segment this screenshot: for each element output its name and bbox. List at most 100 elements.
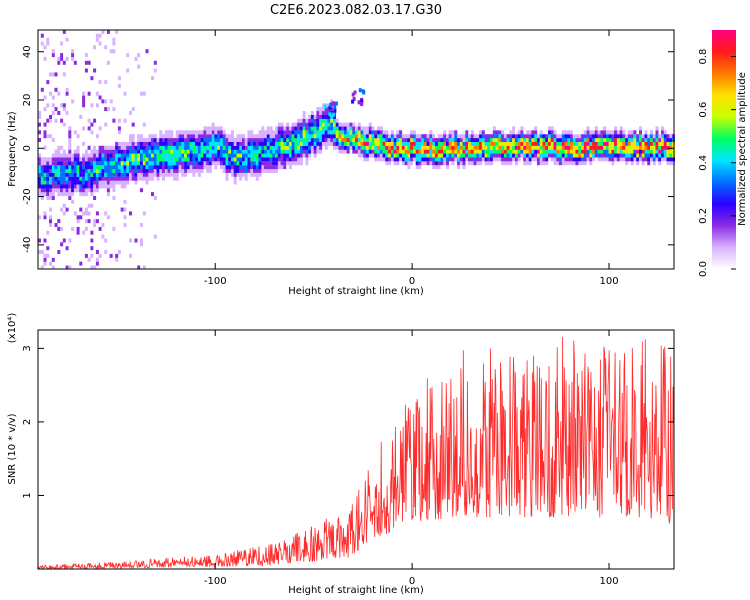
heatmap-cell xyxy=(51,72,55,77)
heatmap-cell xyxy=(476,141,480,146)
heatmap-cell xyxy=(126,145,130,150)
heatmap-cell xyxy=(131,168,135,173)
heatmap-cell xyxy=(90,230,94,235)
heatmap-cell xyxy=(294,141,298,146)
heatmap-cell xyxy=(178,168,182,173)
heatmap-cell xyxy=(264,134,267,139)
heatmap-cell xyxy=(219,145,223,150)
heatmap-cell xyxy=(195,161,199,166)
heatmap-cell xyxy=(51,265,55,270)
heatmap-cell xyxy=(468,153,471,158)
heatmap-cell xyxy=(71,161,75,166)
heatmap-cell xyxy=(233,153,237,158)
heatmap-cell xyxy=(435,141,438,146)
heatmap-cell xyxy=(663,130,667,135)
heatmap-cell xyxy=(43,253,47,258)
heatmap-cell xyxy=(393,141,397,146)
heatmap-cell xyxy=(407,145,411,150)
heatmap-cell xyxy=(275,157,279,162)
heatmap-cell xyxy=(669,153,673,158)
heatmap-cell xyxy=(112,226,116,231)
heatmap-cell xyxy=(40,184,44,189)
heatmap-cell xyxy=(501,138,505,142)
heatmap-cell xyxy=(197,145,201,150)
heatmap-cell xyxy=(106,149,110,154)
heatmap-cell xyxy=(652,161,656,166)
heatmap-cell xyxy=(294,153,298,158)
heatmap-cell xyxy=(324,111,328,115)
heatmap-cell xyxy=(266,141,270,146)
heatmap-cell xyxy=(62,161,66,166)
heatmap-cell xyxy=(357,138,361,142)
heatmap-cell xyxy=(264,149,267,154)
heatmap-cell xyxy=(82,95,86,100)
heatmap-cell xyxy=(561,134,565,139)
heatmap-cell xyxy=(344,130,347,135)
heatmap-cell xyxy=(101,223,105,227)
heatmap-cell xyxy=(109,184,113,189)
heatmap-cell xyxy=(622,138,626,142)
heatmap-cell xyxy=(575,138,579,142)
heatmap-cell xyxy=(208,130,212,135)
heatmap-cell xyxy=(159,172,163,177)
heatmap-cell xyxy=(277,161,281,166)
heatmap-cell xyxy=(316,107,320,112)
heatmap-cell xyxy=(658,141,662,146)
heatmap-cell xyxy=(616,149,620,154)
heatmap-cell xyxy=(382,134,386,139)
heatmap-cell xyxy=(605,130,609,135)
heatmap-cell xyxy=(611,157,615,162)
heatmap-cell xyxy=(454,134,458,139)
heatmap-cell xyxy=(164,165,168,170)
heatmap-cell xyxy=(446,145,449,150)
heatmap-cell xyxy=(655,141,659,146)
heatmap-cell xyxy=(327,114,331,119)
heatmap-cell xyxy=(457,141,460,146)
heatmap-cell xyxy=(446,141,449,146)
heatmap-cell xyxy=(51,184,55,189)
heatmap-cell xyxy=(95,257,99,262)
heatmap-cell xyxy=(54,188,58,193)
heatmap-cell xyxy=(228,130,232,135)
heatmap-cell xyxy=(283,145,287,150)
heatmap-cell xyxy=(627,138,631,142)
heatmap-cell xyxy=(40,157,44,162)
heatmap-cell xyxy=(49,176,52,181)
heatmap-cell xyxy=(129,168,132,173)
heatmap-cell xyxy=(112,37,116,42)
heatmap-cell xyxy=(266,157,270,162)
heatmap-cell xyxy=(633,138,637,142)
heatmap-cell xyxy=(286,157,290,162)
spectrogram-x-tick-label: 100 xyxy=(599,276,618,287)
heatmap-cell xyxy=(117,184,121,189)
heatmap-cell xyxy=(305,157,309,162)
heatmap-cell xyxy=(250,165,254,170)
heatmap-cell xyxy=(214,126,218,131)
heatmap-cell xyxy=(567,149,571,154)
heatmap-cell xyxy=(379,153,383,158)
heatmap-cell xyxy=(200,141,204,146)
heatmap-cell xyxy=(355,126,358,131)
heatmap-cell xyxy=(129,153,132,158)
heatmap-cell xyxy=(479,145,483,150)
heatmap-cell xyxy=(54,168,58,173)
heatmap-cell xyxy=(264,141,267,146)
heatmap-cell xyxy=(170,149,174,154)
heatmap-cell xyxy=(38,153,41,158)
heatmap-cell xyxy=(173,138,177,142)
heatmap-cell xyxy=(140,176,143,181)
heatmap-cell xyxy=(542,149,546,154)
heatmap-cell xyxy=(581,138,585,142)
heatmap-cell xyxy=(570,161,573,166)
heatmap-cell xyxy=(167,176,171,181)
heatmap-cell xyxy=(415,153,419,158)
heatmap-cell xyxy=(451,138,455,142)
heatmap-cell xyxy=(95,172,99,177)
heatmap-cell xyxy=(272,141,276,146)
heatmap-cell xyxy=(242,172,245,177)
heatmap-cell xyxy=(401,141,405,146)
heatmap-cell xyxy=(432,153,436,158)
heatmap-cell xyxy=(534,126,538,131)
heatmap-cell xyxy=(95,165,99,170)
